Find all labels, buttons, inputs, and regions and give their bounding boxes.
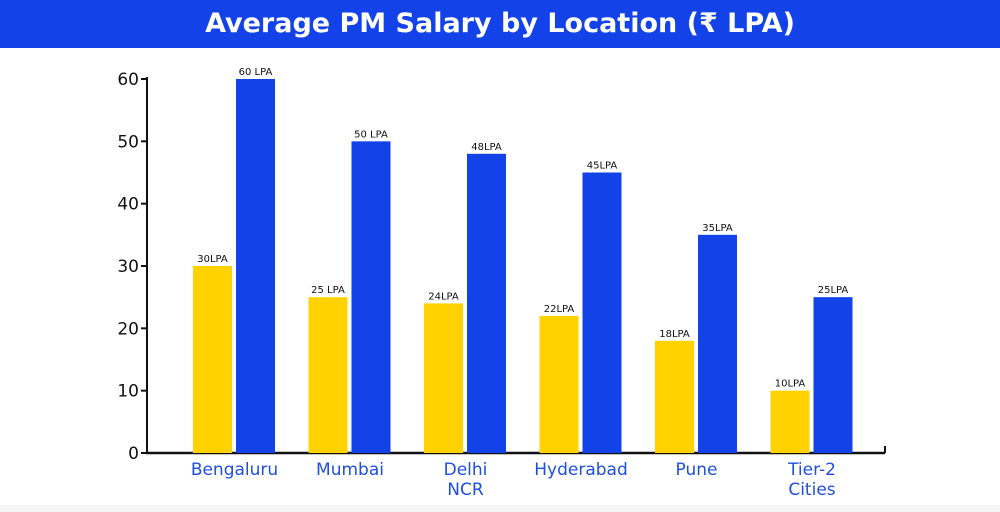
y-tick-label: 40 [117, 195, 139, 215]
bar [193, 266, 232, 453]
bar [582, 172, 622, 453]
x-tick-label: Hyderabad [534, 460, 628, 480]
bar [655, 340, 694, 453]
bar [236, 79, 275, 453]
x-tick-label: Cities [788, 480, 835, 500]
bar [351, 141, 391, 454]
data-label: 48LPA [471, 142, 502, 153]
x-tick-label: Mumbai [316, 460, 384, 480]
y-tick-label: 0 [128, 444, 139, 464]
y-tick-label: 30 [117, 257, 139, 277]
x-tick-label: NCR [447, 480, 484, 500]
data-label: 22LPA [544, 304, 575, 315]
data-label: 24LPA [428, 291, 459, 302]
data-label: 25LPA [818, 285, 849, 296]
data-label: 25 LPA [311, 285, 345, 296]
bar [813, 297, 853, 453]
data-label: 18LPA [659, 329, 690, 340]
data-label: 10LPA [775, 379, 806, 390]
y-tick-label: 50 [117, 132, 139, 152]
data-label: 45LPA [587, 161, 618, 172]
y-tick-label: 10 [117, 382, 139, 402]
bar [539, 315, 579, 453]
y-tick-label: 60 [117, 70, 139, 90]
bar [770, 390, 810, 453]
data-label: 50 LPA [354, 129, 388, 140]
data-label: 35LPA [702, 223, 733, 234]
data-label: 60 LPA [239, 67, 273, 78]
x-tick-label: Delhi [444, 460, 488, 480]
y-tick-label: 20 [117, 319, 139, 339]
data-label: 30LPA [197, 254, 228, 265]
chart-title: Average PM Salary by Location (₹ LPA) [0, 0, 1000, 48]
x-tick-label: Pune [676, 460, 718, 480]
bar [424, 303, 463, 453]
bar [308, 297, 348, 453]
bar [698, 234, 737, 453]
bar [467, 153, 506, 454]
x-tick-label: Tier-2 [787, 460, 836, 480]
x-tick-label: Bengaluru [191, 460, 278, 480]
